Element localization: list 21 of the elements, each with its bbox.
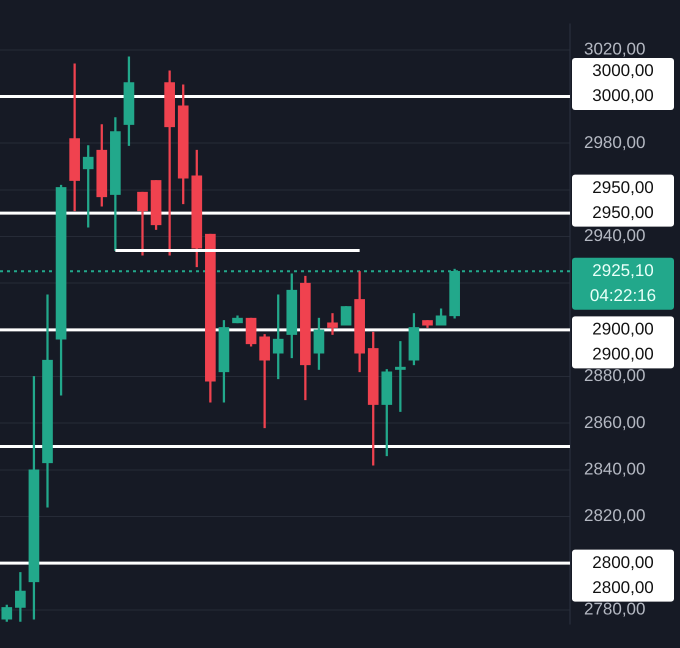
ref-line-label: 2950,00 <box>592 202 654 222</box>
y-tick-label: 2980,00 <box>584 132 646 152</box>
candlestick <box>82 145 94 228</box>
y-tick-label: 2820,00 <box>584 506 646 526</box>
ref-line-label: 2900,00 <box>592 320 654 339</box>
candlestick <box>395 341 406 412</box>
text: 3000,00 <box>592 61 654 80</box>
text: 2950,00 <box>592 178 654 197</box>
y-tick-label: 2780,00 <box>584 599 646 618</box>
text: 2800,00 <box>592 578 654 597</box>
ref-line-label: 3000,00 <box>592 86 654 106</box>
y-tick-label: 2880,00 <box>584 366 646 386</box>
y-tick-label: 2940,00 <box>584 226 646 246</box>
y-tick-label: 2860,00 <box>584 412 646 432</box>
candlestick <box>272 294 284 380</box>
y-tick-label: 3020,00 <box>584 40 646 59</box>
ref-line-label: 2800,00 <box>592 552 654 572</box>
ref-line-label: 2925,10 <box>592 260 654 280</box>
text: 04:22:16 <box>590 286 656 305</box>
y-tick-label: 2840,00 <box>584 460 646 479</box>
text: 2900,00 <box>592 344 654 364</box>
